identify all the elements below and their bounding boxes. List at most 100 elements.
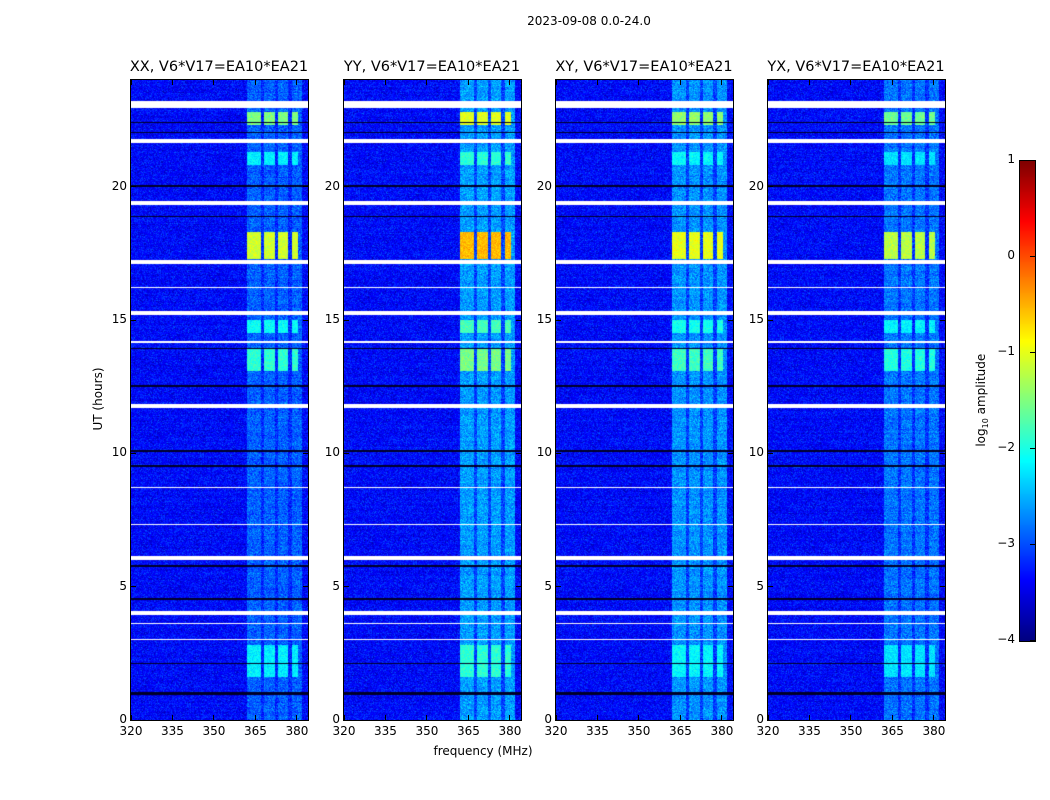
x-tick-mark <box>808 80 810 85</box>
spectrogram-panel <box>130 79 309 721</box>
y-tick-mark <box>516 452 521 454</box>
y-tick-mark <box>728 186 733 188</box>
y-tick-mark <box>131 186 136 188</box>
spectrogram-heatmap <box>131 80 308 720</box>
x-tick-label: 335 <box>161 724 184 738</box>
spectrogram-heatmap <box>344 80 521 720</box>
spectrogram-panel <box>343 79 522 721</box>
y-tick-mark <box>728 586 733 588</box>
y-tick-mark <box>344 319 349 321</box>
y-tick-mark <box>131 586 136 588</box>
x-tick-mark <box>254 715 256 720</box>
colorbar-tick-label: −3 <box>997 536 1015 550</box>
x-tick-mark <box>384 715 386 720</box>
y-tick-label: 0 <box>544 712 552 726</box>
y-tick-label: 5 <box>756 578 764 593</box>
x-tick-label: 380 <box>710 724 734 738</box>
x-tick-mark <box>509 715 511 720</box>
x-tick-mark <box>296 715 298 720</box>
x-tick-mark <box>426 80 428 85</box>
x-tick-label: 380 <box>498 724 522 738</box>
y-tick-mark <box>940 186 945 188</box>
x-tick-label: 365 <box>669 724 692 738</box>
colorbar-tick-label: 1 <box>1007 152 1015 166</box>
x-tick-mark <box>254 80 256 85</box>
y-tick-mark <box>556 719 561 721</box>
colorbar-tick-label: −2 <box>997 440 1015 454</box>
x-tick-mark <box>679 715 681 720</box>
y-tick-mark <box>728 452 733 454</box>
x-tick-mark <box>213 80 215 85</box>
y-tick-mark <box>556 452 561 454</box>
x-tick-label: 335 <box>798 724 821 738</box>
panel-title: YX, V6*V17=EA10*EA21 <box>767 59 945 75</box>
colorbar-tick-label: −1 <box>997 344 1015 358</box>
x-tick-mark <box>721 715 723 720</box>
x-tick-label: 365 <box>881 724 904 738</box>
x-tick-mark <box>850 80 852 85</box>
x-tick-mark <box>638 715 640 720</box>
y-tick-label: 5 <box>332 578 340 593</box>
y-tick-mark <box>768 452 773 454</box>
y-tick-label: 15 <box>324 312 340 326</box>
x-tick-mark <box>679 80 681 85</box>
figure-title: 2023-09-08 0.0-24.0 <box>527 14 651 28</box>
panel-title: XX, V6*V17=EA10*EA21 <box>129 59 309 75</box>
y-tick-mark <box>768 719 773 721</box>
y-tick-mark <box>940 319 945 321</box>
y-tick-mark <box>940 586 945 588</box>
x-tick-label: 320 <box>332 724 356 738</box>
y-axis-label: UT (hours) <box>91 367 105 431</box>
colorbar-tick-mark <box>1030 160 1035 161</box>
x-tick-mark <box>343 80 345 85</box>
x-tick-mark <box>171 715 173 720</box>
colorbar-tick-label: 0 <box>1007 248 1015 262</box>
y-tick-mark <box>131 452 136 454</box>
x-tick-label: 350 <box>415 724 439 738</box>
y-tick-mark <box>303 586 308 588</box>
x-tick-mark <box>555 80 557 85</box>
x-tick-label: 350 <box>627 724 651 738</box>
y-tick-mark <box>768 319 773 321</box>
x-tick-label: 365 <box>457 724 480 738</box>
y-tick-mark <box>768 586 773 588</box>
x-tick-label: 365 <box>244 724 267 738</box>
x-tick-label: 320 <box>544 724 568 738</box>
colorbar <box>1019 160 1036 642</box>
y-tick-mark <box>344 719 349 721</box>
y-tick-label: 0 <box>756 712 764 726</box>
spectrogram-heatmap <box>768 80 945 720</box>
y-tick-label: 0 <box>119 712 127 726</box>
x-tick-label: 380 <box>922 724 946 738</box>
x-tick-mark <box>596 715 598 720</box>
y-tick-label: 10 <box>111 445 127 460</box>
x-tick-label: 350 <box>202 724 226 738</box>
y-tick-mark <box>131 719 136 721</box>
x-tick-mark <box>426 715 428 720</box>
panel-title: XY, V6*V17=EA10*EA21 <box>555 59 733 75</box>
x-tick-label: 350 <box>839 724 863 738</box>
y-tick-mark <box>131 319 136 321</box>
y-tick-mark <box>556 586 561 588</box>
x-tick-mark <box>767 80 769 85</box>
y-tick-mark <box>303 186 308 188</box>
y-tick-mark <box>556 319 561 321</box>
x-axis-label: frequency (MHz) <box>433 744 533 758</box>
x-tick-mark <box>467 715 469 720</box>
y-tick-label: 10 <box>748 445 764 460</box>
colorbar-tick-mark <box>1030 640 1035 641</box>
x-tick-mark <box>130 715 132 720</box>
y-tick-label: 15 <box>111 312 127 326</box>
y-tick-label: 15 <box>536 312 552 326</box>
colorbar-tick-mark <box>1030 544 1035 545</box>
y-tick-mark <box>556 186 561 188</box>
x-tick-mark <box>850 715 852 720</box>
y-tick-label: 15 <box>748 312 764 326</box>
x-tick-mark <box>638 80 640 85</box>
y-tick-label: 20 <box>748 178 764 193</box>
x-tick-mark <box>343 715 345 720</box>
y-tick-mark <box>516 719 521 721</box>
y-tick-mark <box>344 586 349 588</box>
x-tick-mark <box>130 80 132 85</box>
panel-title: YY, V6*V17=EA10*EA21 <box>343 59 521 75</box>
